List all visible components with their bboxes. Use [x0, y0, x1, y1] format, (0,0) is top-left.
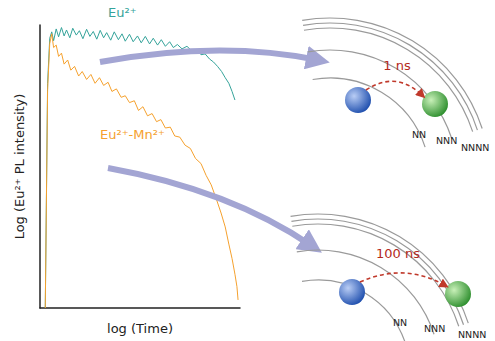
- svg-text:Log (Eu²⁺ PL intensity): Log (Eu²⁺ PL intensity): [12, 94, 27, 240]
- svg-text:1 ns: 1 ns: [383, 58, 411, 73]
- svg-text:NN: NN: [393, 317, 407, 328]
- svg-text:NNNN: NNNN: [461, 142, 489, 153]
- svg-text:Eu²⁺: Eu²⁺: [108, 5, 137, 20]
- svg-text:log (Time): log (Time): [107, 321, 173, 336]
- svg-text:NNN: NNN: [424, 323, 445, 334]
- svg-text:NNN: NNN: [436, 135, 457, 146]
- svg-text:NN: NN: [412, 129, 426, 140]
- svg-text:Eu²⁺-Mn²⁺: Eu²⁺-Mn²⁺: [100, 127, 165, 142]
- svg-text:NNNN: NNNN: [458, 329, 486, 340]
- svg-text:100 ns: 100 ns: [376, 246, 420, 261]
